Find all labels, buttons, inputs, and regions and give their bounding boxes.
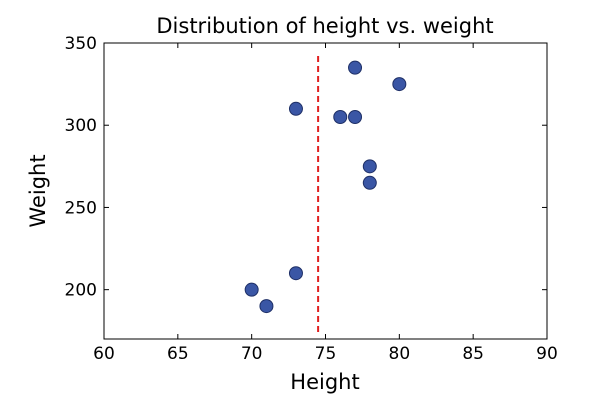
chart-title: Distribution of height vs. weight: [156, 14, 493, 38]
x-axis-label: Height: [290, 370, 359, 394]
x-tick-label: 65: [167, 344, 189, 364]
data-point: [392, 77, 407, 92]
data-point: [348, 60, 363, 75]
y-tick-label: 250: [65, 198, 97, 218]
x-tick-label: 85: [462, 344, 484, 364]
y-axis-label: Weight: [26, 154, 50, 227]
data-point: [333, 110, 348, 124]
data-point: [259, 299, 274, 314]
data-point: [288, 266, 303, 281]
data-point: [348, 110, 363, 124]
x-tick-label: 60: [93, 344, 115, 364]
y-tick-label: 350: [65, 34, 97, 54]
data-points: [244, 60, 407, 314]
x-tick-label: 70: [241, 344, 263, 364]
data-point: [362, 175, 377, 190]
y-tick-label: 200: [65, 281, 97, 301]
data-point: [288, 101, 303, 116]
y-axis-ticks: 200 250 300 350: [65, 34, 547, 301]
data-point: [362, 159, 377, 174]
plot-area: [103, 42, 548, 340]
x-tick-label: 90: [536, 344, 558, 364]
y-tick-label: 300: [65, 116, 97, 136]
x-tick-label: 80: [389, 344, 411, 364]
x-axis-ticks: 60 65 70 75 80 85 90: [93, 43, 558, 364]
x-tick-label: 75: [315, 344, 337, 364]
data-point: [244, 282, 259, 297]
